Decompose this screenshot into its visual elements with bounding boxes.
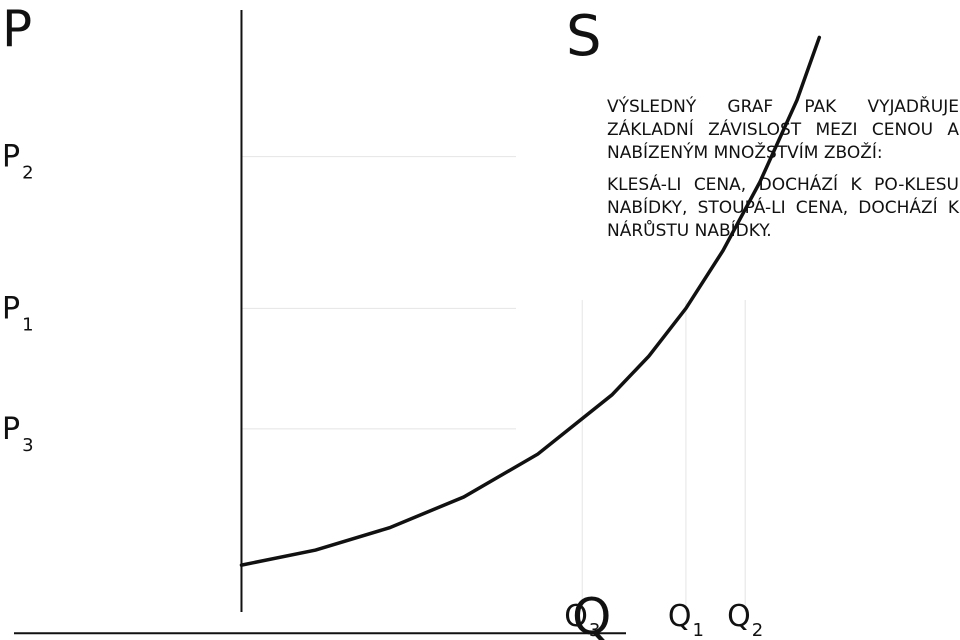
- y-axis-label: P: [2, 0, 32, 58]
- axes: [14, 10, 626, 635]
- explanation-paragraph-2: KLESÁ-LI CENA, DOCHÁZÍ K PO-KLESU NABÍDK…: [607, 175, 959, 241]
- x-tick-subscript: 1: [693, 620, 704, 640]
- supply-curve-label: S: [566, 4, 602, 69]
- y-tick-subscript: 2: [22, 163, 33, 184]
- guide-lines: [241, 156, 746, 612]
- y-tick-subscript: 3: [22, 435, 33, 456]
- x-tick-subscript: 3: [589, 620, 600, 640]
- x-tick-subscript: 2: [752, 620, 763, 640]
- explanation-text: VÝSLEDNÝ GRAF PAK VYJADŘUJE ZÁKLADNÍ ZÁV…: [607, 96, 959, 243]
- explanation-paragraph-1: VÝSLEDNÝ GRAF PAK VYJADŘUJE ZÁKLADNÍ ZÁV…: [607, 97, 959, 163]
- y-tick-subscript: 1: [22, 314, 33, 335]
- x-tick-label: Q1: [668, 599, 704, 640]
- x-axis-label: Q: [572, 588, 611, 640]
- x-tick-label: Q2: [727, 599, 763, 640]
- supply-curve: [239, 35, 822, 567]
